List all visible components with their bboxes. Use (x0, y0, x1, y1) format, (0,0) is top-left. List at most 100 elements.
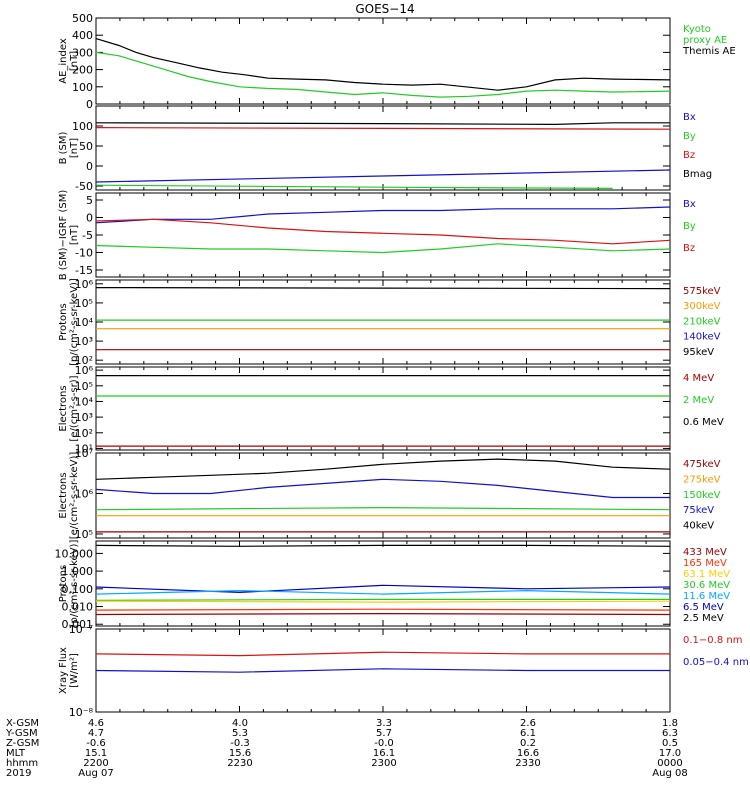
y-tick-label: 400 (72, 29, 93, 42)
y-tick-label: 0.001 (62, 618, 94, 631)
panel-6: 10⁵ 10⁶ 10⁷ Electrons [e/(cm²-s-sr-keV)] 475k… (58, 447, 721, 541)
series-line-3 (95, 506, 671, 511)
footer-value: -0.0 (374, 738, 394, 749)
y-tick-label: 10⁶ (75, 278, 94, 291)
footer-row-label: MLT (6, 748, 26, 759)
y-tick-label: 1.000 (62, 565, 94, 578)
y-tick-label: 10⁵ (75, 380, 93, 393)
footer-value: 5.7 (376, 728, 392, 739)
series-line-5 (95, 600, 671, 603)
panel-4: 10² 10³ 10⁴ 10⁵ 10⁶ Protons [p/(cm²-s-sr-keV)]… (58, 278, 721, 367)
footer-value: 2330 (515, 758, 540, 769)
series-line-1 (95, 206, 671, 224)
footer-value: -0.3 (230, 738, 250, 749)
y-tick-label: 10⁷ (75, 447, 93, 460)
footer-value: 3.3 (376, 718, 392, 729)
y-tick-label: 0.100 (62, 583, 94, 596)
series-line-2 (95, 51, 671, 98)
footer-value: 4.0 (232, 718, 248, 729)
legend-entry: Themis AE (682, 46, 736, 57)
legend-entry: 150keV (683, 490, 721, 501)
y-axis-label: [p/(cm²-s-sr-keV)] (69, 278, 80, 366)
y-tick-label: 500 (72, 12, 93, 25)
legend-entry: 0.1−0.8 nm (683, 635, 742, 646)
y-axis-label: B (SM)−IGRF (SM) (58, 190, 69, 281)
footer-row-label: Z-GSM (6, 738, 39, 749)
legend-entry: 40keV (683, 521, 714, 532)
y-axis-label: [e/(cm²-s-sr)] (69, 375, 80, 441)
series-line-3 (95, 243, 671, 254)
y-tick-label: 10⁶ (75, 487, 94, 500)
y-tick-label: 10⁶ (75, 364, 94, 377)
legend-entry: 6.5 MeV (683, 602, 724, 613)
y-tick-label: 0.010 (62, 601, 94, 614)
series-line-4 (95, 184, 613, 189)
y-tick-label: 200 (72, 64, 93, 77)
footer-value: 16.6 (517, 748, 539, 759)
legend-entry: 140keV (683, 332, 721, 343)
y-tick-label: 10⁴ (75, 316, 94, 329)
legend-entry: 300keV (683, 301, 721, 312)
footer-value: 6.3 (662, 728, 678, 739)
y-tick-label: -15 (75, 264, 93, 277)
legend-entry: 275keV (683, 474, 721, 485)
y-tick-label: 50 (79, 140, 93, 153)
y-axis-label: [p/(cm²-s-sr-keV)] (69, 540, 80, 628)
y-tick-label: 10³ (75, 335, 93, 348)
y-tick-label: 10⁵ (75, 528, 93, 541)
series-line-1 (95, 544, 671, 547)
series-line-3 (95, 589, 671, 595)
y-tick-label: 100 (72, 81, 93, 94)
legend-entry: 95keV (683, 347, 714, 358)
y-tick-label: 10¹ (75, 442, 93, 455)
series-line-6 (95, 608, 671, 611)
legend-entry: 165 MeV (683, 558, 727, 569)
footer-value: -0.6 (86, 738, 106, 749)
y-axis-label: Protons (58, 565, 69, 602)
legend-entry: proxy AE (683, 35, 727, 46)
legend-entry: Bx (683, 112, 696, 123)
y-tick-label: 10² (75, 427, 93, 440)
panel-frame (95, 279, 671, 365)
panel-5: 10¹ 10² 10³ 10⁴ 10⁵ 10⁶ Electrons [e/(cm²-s-sr)… (58, 364, 724, 455)
panel-frame (95, 366, 671, 451)
series-line-7 (95, 612, 671, 616)
footer-value: 2.6 (520, 718, 536, 729)
legend-entry: By (683, 131, 696, 142)
y-axis-label: [nT] (69, 138, 80, 158)
y-tick-label: 5 (86, 194, 93, 207)
footer-row-label: Y-GSM (5, 728, 38, 739)
figure-title: GOES−14 (355, 2, 414, 16)
panel-frame (95, 105, 671, 191)
series-line-3 (95, 169, 671, 183)
series-line-2 (95, 668, 670, 673)
y-axis-label: Electrons (58, 385, 69, 431)
footer-value: 4.7 (88, 728, 104, 739)
y-axis-label: B (SM) (58, 131, 69, 164)
footer-value: 2300 (371, 758, 396, 769)
y-axis-label: [nT] (69, 225, 80, 245)
y-tick-label: -10 (75, 247, 93, 260)
footer-value: 0000 (657, 758, 682, 769)
series-line-1 (95, 287, 671, 290)
legend-entry: Bz (683, 243, 695, 254)
orbit-footer: X-GSM 4.6 4.0 3.3 2.6 1.8 Y-GSM 4.7 5.3 5.7 6.1 6.3… (5, 718, 688, 779)
footer-value: 17.0 (659, 748, 681, 759)
y-tick-label: 10.000 (55, 547, 94, 560)
series-line-1 (95, 458, 671, 480)
legend-entry: 575keV (683, 286, 721, 297)
legend-entry: 4 MeV (683, 373, 714, 384)
footer-value: 16.1 (373, 748, 395, 759)
footer-value: 6.1 (520, 728, 536, 739)
y-tick-label: 10⁴ (75, 395, 94, 408)
legend-entry: 75keV (683, 505, 714, 516)
footer-row-label: hhmm (6, 758, 38, 769)
legend-entry: 0.05−0.4 nm (683, 657, 749, 668)
y-tick-label: 100 (72, 120, 93, 133)
panel-3: -15 -10 -5 0 5 B (SM)−IGRF (SM) [nT] Bx By Bz (58, 190, 696, 281)
legend-entry: 210keV (683, 316, 721, 327)
y-axis-label: [nT] (69, 51, 80, 71)
